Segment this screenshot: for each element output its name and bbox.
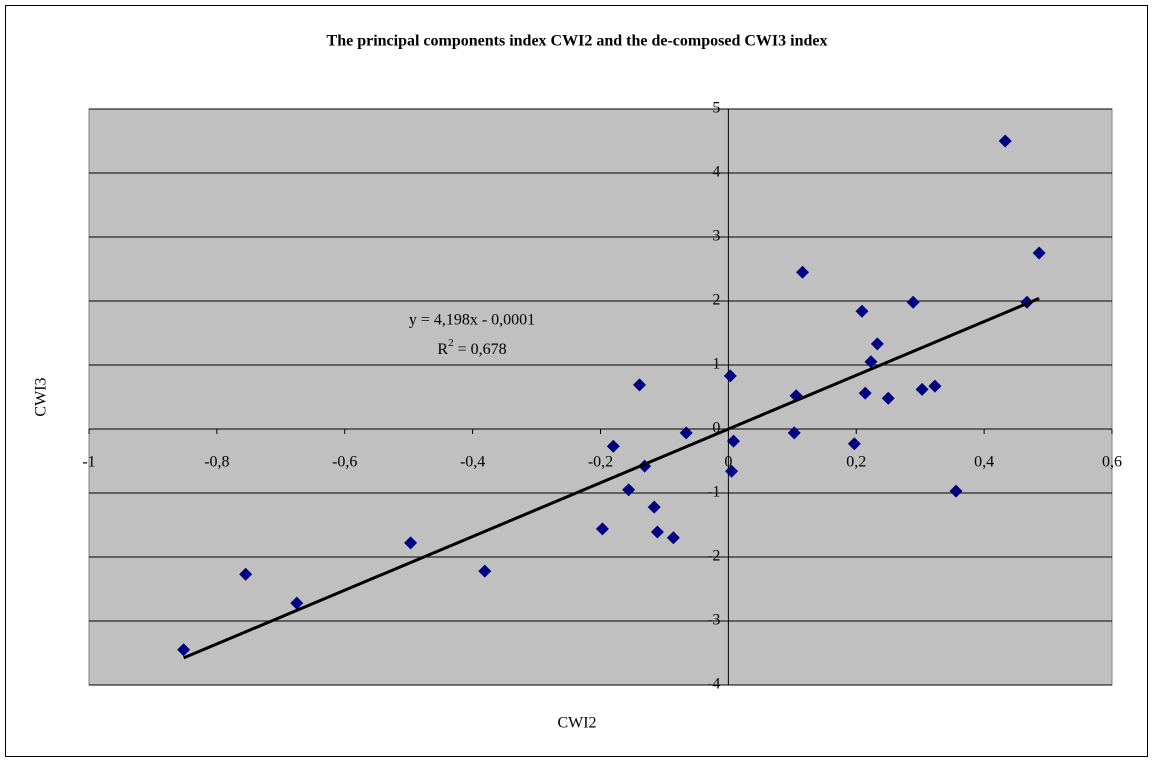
x-tick-label: -1: [82, 454, 95, 471]
y-tick-label: -3: [707, 612, 720, 629]
scatter-point: [796, 265, 810, 279]
r2-superscript: 2: [448, 337, 454, 349]
x-axis-label: CWI2: [557, 715, 596, 732]
y-tick-label: 1: [712, 356, 720, 373]
x-tick-label: -0,2: [588, 454, 613, 471]
x-tick-label: -0,6: [332, 454, 357, 471]
scatter-point: [679, 426, 693, 440]
scatter-point: [858, 386, 872, 400]
r2-value: = 0,678: [454, 341, 507, 358]
scatter-point: [787, 426, 801, 440]
scatter-point: [847, 437, 861, 451]
x-tick-label: 0,4: [974, 454, 994, 471]
scatter-point: [177, 643, 191, 657]
scatter-point: [870, 337, 884, 351]
x-tick-label: 0,2: [846, 454, 866, 471]
scatter-point: [949, 484, 963, 498]
y-tick-label: 4: [712, 164, 720, 181]
scatter-point: [915, 382, 929, 396]
scatter-point: [864, 355, 878, 369]
scatter-point: [855, 304, 869, 318]
y-tick-label: 5: [712, 100, 720, 117]
scatter-point: [881, 391, 895, 405]
x-tick-label: 0: [724, 454, 732, 471]
scatter-point: [606, 439, 620, 453]
trend-equation: y = 4,198x - 0,0001: [409, 312, 535, 329]
y-tick-label: 3: [712, 228, 720, 245]
scatter-point: [595, 522, 609, 536]
scatter-point: [650, 525, 664, 539]
scatter-point: [723, 369, 737, 383]
scatter-point: [633, 378, 647, 392]
scatter-point: [478, 564, 492, 578]
scatter-point: [1032, 246, 1046, 260]
scatter-point: [998, 134, 1012, 148]
scatter-point: [725, 464, 739, 478]
plot-area: [88, 108, 1113, 686]
scatter-point: [622, 483, 636, 497]
scatter-point: [647, 500, 661, 514]
y-tick-label: 2: [712, 292, 720, 309]
y-tick-label: -4: [707, 676, 720, 693]
scatter-point: [290, 596, 304, 610]
scatter-point: [404, 536, 418, 550]
scatter-point: [666, 531, 680, 545]
scatter-point: [928, 379, 942, 393]
chart-title: The principal components index CWI2 and …: [327, 33, 828, 50]
trend-line: [183, 297, 1040, 660]
y-tick-label: -2: [707, 548, 720, 565]
scatter-point: [906, 295, 920, 309]
scatter-point: [726, 434, 740, 448]
x-tick-label: 0,6: [1102, 454, 1122, 471]
r2-symbol: R: [437, 341, 448, 358]
y-axis-label: CWI3: [33, 377, 50, 416]
x-tick-label: -0,8: [204, 454, 229, 471]
x-tick-label: -0,4: [460, 454, 485, 471]
y-tick-label: -1: [707, 484, 720, 501]
y-tick-label: 0: [712, 420, 720, 437]
trend-r2: R2 = 0,678: [437, 337, 506, 358]
scatter-point: [239, 567, 253, 581]
